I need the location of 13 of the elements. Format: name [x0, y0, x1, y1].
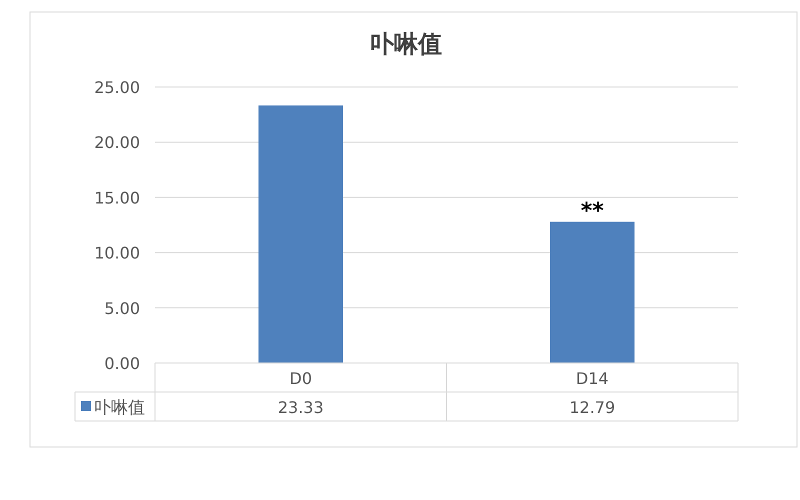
- y-tick-label: 20.00: [94, 133, 140, 152]
- y-tick-label: 0.00: [104, 354, 140, 373]
- x-tick-label: D14: [576, 369, 609, 388]
- y-tick-label: 10.00: [94, 244, 140, 263]
- y-tick-label: 15.00: [94, 188, 140, 208]
- legend-label: 卟啉值: [94, 398, 145, 418]
- chart-title: 卟啉值: [370, 30, 442, 58]
- annotation: **: [580, 198, 604, 224]
- y-tick-label: 25.00: [94, 78, 140, 97]
- data-label: 23.33: [278, 398, 324, 417]
- data-label: 12.79: [569, 398, 616, 417]
- y-tick-label: 5.00: [104, 298, 140, 318]
- x-tick-label: D0: [290, 369, 312, 388]
